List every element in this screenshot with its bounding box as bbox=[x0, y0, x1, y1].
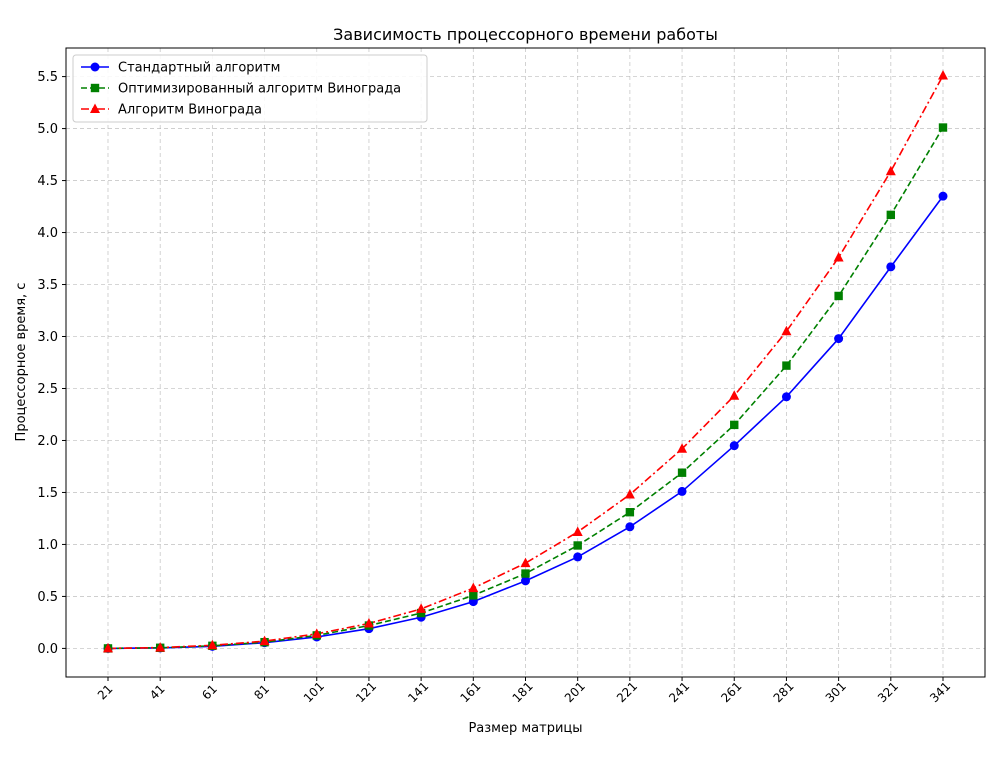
y-tick-label: 2.0 bbox=[37, 434, 58, 449]
series-2-point bbox=[520, 557, 531, 568]
x-axis-label: Размер матрицы bbox=[468, 721, 582, 736]
series-0-point bbox=[521, 576, 530, 586]
series-1-point bbox=[782, 361, 791, 370]
legend-label: Оптимизированный алгоритм Винограда bbox=[118, 82, 401, 97]
y-tick-label: 4.0 bbox=[37, 226, 58, 241]
series-1-point bbox=[521, 569, 530, 578]
series-2-point bbox=[729, 390, 740, 400]
series-1-point bbox=[730, 420, 739, 430]
legend-box bbox=[72, 54, 428, 123]
legend-swatch-marker bbox=[90, 103, 100, 113]
series-0-point bbox=[729, 441, 739, 451]
y-tick-label: 1.5 bbox=[37, 486, 58, 501]
series-2-point bbox=[416, 603, 427, 613]
y-axis-ticks: 0.0 0.5 1.0 1.5 2.0 2.5 3.0 3.5 4.0 4.5 5.0 5.5 bbox=[37, 70, 66, 657]
series-2-point bbox=[207, 639, 218, 650]
series-markers bbox=[103, 70, 948, 653]
series-0-point bbox=[886, 262, 896, 272]
series-2-point bbox=[781, 325, 792, 336]
series-2-point bbox=[677, 443, 688, 453]
grid bbox=[66, 48, 985, 677]
series-1-point bbox=[834, 291, 843, 301]
series-2-point bbox=[155, 642, 166, 652]
series-2-point bbox=[885, 165, 896, 176]
series-0-point bbox=[938, 191, 948, 201]
y-tick-label: 0.5 bbox=[37, 590, 58, 605]
series-2-point bbox=[468, 582, 479, 593]
series-0-point bbox=[677, 486, 687, 496]
legend-swatch-marker bbox=[90, 83, 100, 93]
x-axis-ticks: 21 41 61 81 101 121 141 161 181 201 221 241 261 281 30… bbox=[95, 677, 953, 705]
legend-swatch-marker bbox=[90, 62, 100, 72]
y-tick-label: 1.0 bbox=[37, 538, 58, 553]
y-tick-label: 3.0 bbox=[37, 330, 58, 345]
series-2-point bbox=[103, 642, 113, 653]
legend-label: Стандартный алгоритм bbox=[118, 61, 280, 76]
series-1-point bbox=[416, 608, 426, 618]
series-1-point bbox=[677, 468, 687, 477]
series-1-point bbox=[886, 210, 896, 220]
series-0-point bbox=[625, 522, 635, 532]
series-1-point bbox=[573, 541, 582, 550]
series-2-point bbox=[833, 251, 844, 262]
series-2-point bbox=[259, 635, 270, 646]
y-axis-label: Процессорное время, с bbox=[14, 283, 29, 442]
series-2-point bbox=[311, 628, 322, 638]
y-tick-label: 3.5 bbox=[37, 278, 58, 293]
y-tick-label: 5.5 bbox=[37, 70, 58, 85]
series-0-point bbox=[573, 552, 583, 562]
legend-label: Алгоритм Винограда bbox=[118, 103, 262, 118]
y-tick-label: 0.0 bbox=[37, 642, 58, 657]
series-0-point bbox=[834, 334, 844, 344]
series-2-point bbox=[572, 526, 583, 536]
series-line-2 bbox=[107, 75, 944, 650]
series-2-point bbox=[938, 70, 948, 80]
series-2-point bbox=[624, 489, 635, 499]
series-1-point bbox=[625, 508, 635, 517]
series-2-point bbox=[363, 617, 374, 628]
y-tick-label: 2.5 bbox=[37, 382, 58, 397]
legend: Стандартный алгоритм Оптимизированный алг… bbox=[72, 54, 428, 123]
y-tick-label: 4.5 bbox=[37, 174, 58, 189]
series-1-point bbox=[469, 591, 478, 600]
series-1-point bbox=[938, 123, 948, 132]
chart-title: Зависимость процессорного времени работы bbox=[333, 25, 718, 44]
series-0-point bbox=[781, 392, 791, 402]
y-tick-label: 5.0 bbox=[37, 122, 58, 137]
